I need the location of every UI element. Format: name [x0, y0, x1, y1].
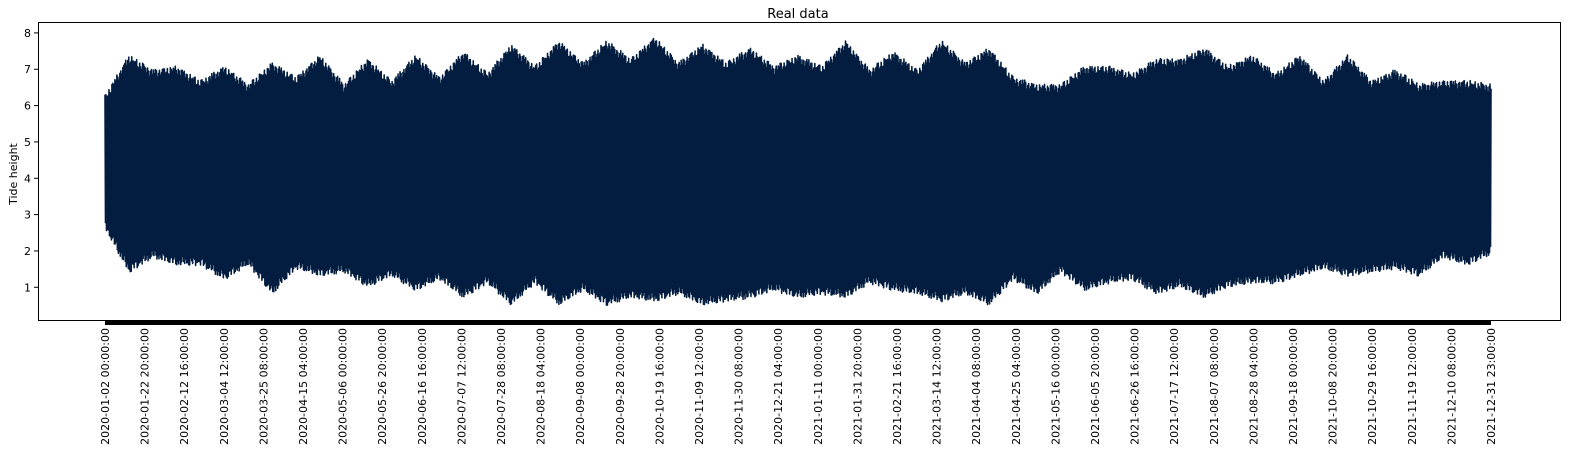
- x-tick-label: 2020-03-25 08:00:00: [257, 328, 270, 445]
- x-tick-label: 2021-06-26 16:00:00: [1129, 328, 1142, 445]
- y-axis-title: Tide height: [7, 142, 20, 205]
- x-tick-label: 2020-05-26 20:00:00: [376, 328, 389, 445]
- x-tick-label: 2020-05-06 00:00:00: [337, 328, 350, 445]
- y-tick-label: 6: [24, 100, 31, 113]
- y-tick-label: 7: [24, 63, 31, 76]
- x-tick-label: 2021-02-21 16:00:00: [891, 328, 904, 445]
- x-tick-label: 2020-02-12 16:00:00: [178, 328, 191, 445]
- x-tick-band: [105, 320, 1491, 325]
- x-tick-label: 2020-10-19 16:00:00: [653, 328, 666, 445]
- y-axis: 1 2 3 4 5 6 7 8: [24, 27, 38, 294]
- x-tick-label: 2021-01-31 20:00:00: [851, 328, 864, 445]
- x-tick-label: 2021-05-16 00:00:00: [1049, 328, 1062, 445]
- y-tick-label: 8: [24, 27, 31, 40]
- x-tick-label: 2021-01-11 00:00:00: [812, 328, 825, 445]
- x-tick-label: 2021-12-10 08:00:00: [1445, 328, 1458, 445]
- chart-title: Real data: [767, 7, 828, 22]
- x-tick-label: 2021-09-18 00:00:00: [1287, 328, 1300, 445]
- x-tick-label: 2021-08-07 08:00:00: [1208, 328, 1221, 445]
- x-tick-label: 2020-09-28 20:00:00: [614, 328, 627, 445]
- y-tick-label: 1: [24, 281, 31, 294]
- y-tick-label: 2: [24, 245, 31, 258]
- x-tick-label: 2021-03-14 12:00:00: [931, 328, 944, 445]
- x-tick-label: 2020-01-22 20:00:00: [139, 328, 152, 445]
- plot-frame: [38, 22, 1561, 321]
- x-tick-label: 2020-12-21 04:00:00: [772, 328, 785, 445]
- x-tick-label: 2021-06-05 20:00:00: [1089, 328, 1102, 445]
- x-tick-label: 2020-11-30 08:00:00: [733, 328, 746, 445]
- y-tick-label: 4: [24, 172, 31, 185]
- x-tick-label: 2021-10-29 16:00:00: [1366, 328, 1379, 445]
- x-tick-label: 2020-08-18 04:00:00: [535, 328, 548, 445]
- x-tick-label: 2021-04-04 08:00:00: [970, 328, 983, 445]
- x-tick-label: 2020-04-15 04:00:00: [297, 328, 310, 445]
- x-tick-label: 2020-07-28 08:00:00: [495, 328, 508, 445]
- x-tick-label: 2020-11-09 12:00:00: [693, 328, 706, 445]
- x-tick-label: 2020-07-07 12:00:00: [455, 328, 468, 445]
- x-tick-label: 2020-09-08 00:00:00: [574, 328, 587, 445]
- x-tick-label: 2021-04-25 04:00:00: [1010, 328, 1023, 445]
- plot-area: [104, 37, 1492, 306]
- y-tick-label: 5: [24, 136, 31, 149]
- x-tick-label: 2021-12-31 23:00:00: [1485, 328, 1498, 445]
- x-tick-label: 2021-10-08 20:00:00: [1327, 328, 1340, 445]
- x-axis: 2020-01-02 00:00:00 2020-01-22 20:00:00 20…: [99, 320, 1498, 445]
- x-tick-label: 2021-07-17 12:00:00: [1168, 328, 1181, 445]
- x-tick-label: 2020-03-04 12:00:00: [218, 328, 231, 445]
- tide-series-line: [104, 37, 1492, 306]
- x-tick-label: 2021-08-28 04:00:00: [1247, 328, 1260, 445]
- x-tick-label: 2021-11-19 12:00:00: [1406, 328, 1419, 445]
- y-tick-label: 3: [24, 209, 31, 222]
- x-tick-label: 2020-06-16 16:00:00: [416, 328, 429, 445]
- x-tick-label: 2020-01-02 00:00:00: [99, 328, 112, 445]
